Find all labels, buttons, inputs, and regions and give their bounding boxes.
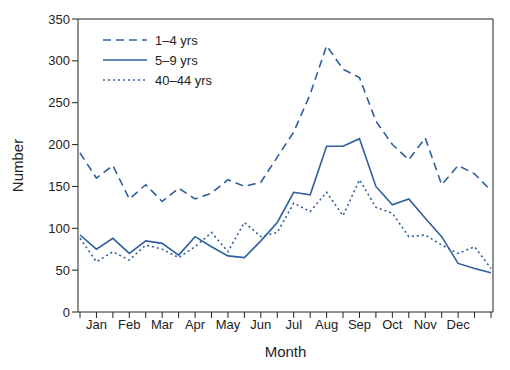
svg-text:Nov: Nov xyxy=(414,317,438,332)
svg-text:Oct: Oct xyxy=(382,317,403,332)
svg-text:150: 150 xyxy=(48,179,70,194)
svg-text:Aug: Aug xyxy=(315,317,338,332)
svg-text:300: 300 xyxy=(48,53,70,68)
svg-text:50: 50 xyxy=(56,263,70,278)
svg-text:Jun: Jun xyxy=(250,317,271,332)
svg-text:May: May xyxy=(216,317,241,332)
svg-text:0: 0 xyxy=(63,305,70,320)
svg-text:Apr: Apr xyxy=(185,317,206,332)
svg-text:Mar: Mar xyxy=(151,317,174,332)
svg-text:Dec: Dec xyxy=(447,317,471,332)
svg-text:Jan: Jan xyxy=(86,317,107,332)
svg-text:Feb: Feb xyxy=(118,317,140,332)
svg-text:Sep: Sep xyxy=(348,317,371,332)
svg-text:Month: Month xyxy=(265,343,307,360)
html-text:5–9 yrs: 5–9 yrs xyxy=(155,52,198,68)
svg-text:250: 250 xyxy=(48,95,70,110)
svg-text:100: 100 xyxy=(48,221,70,236)
svg-text:Number: Number xyxy=(9,139,26,192)
html-text:1–4 yrs: 1–4 yrs xyxy=(155,32,198,48)
html-text:40–44 yrs: 40–44 yrs xyxy=(155,72,213,88)
svg-text:200: 200 xyxy=(48,137,70,152)
svg-text:Jul: Jul xyxy=(285,317,302,332)
svg-text:350: 350 xyxy=(48,12,70,27)
